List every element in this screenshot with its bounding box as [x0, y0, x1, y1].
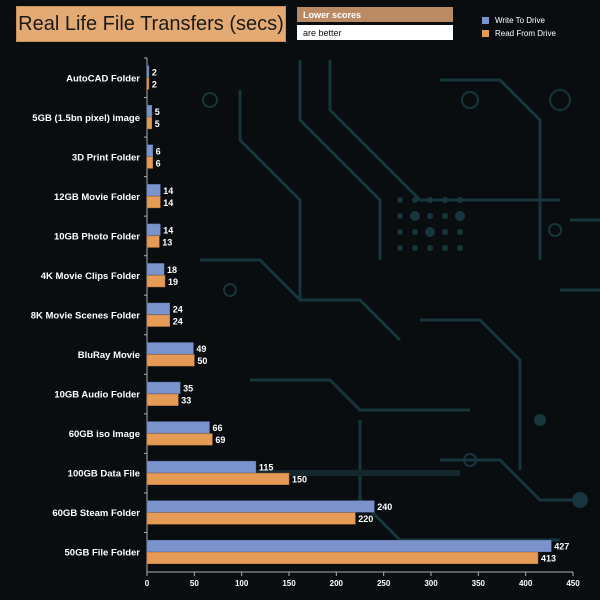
x-tick-label: 450 — [566, 579, 580, 588]
category-label: AutoCAD Folder — [66, 73, 140, 84]
data-label-write: 66 — [212, 423, 222, 433]
data-label-write: 35 — [183, 384, 193, 394]
category-label: 10GB Photo Folder — [54, 231, 140, 242]
x-tick-label: 350 — [472, 579, 486, 588]
category-label: 12GB Movie Folder — [54, 192, 140, 203]
note-lower-scores: Lower scores — [297, 7, 453, 22]
x-tick-label: 150 — [282, 579, 296, 588]
bar-read — [146, 117, 152, 130]
x-tick-label: 300 — [424, 579, 438, 588]
data-label-read: 69 — [215, 435, 225, 445]
bar-read — [146, 77, 150, 90]
legend-swatch-read — [482, 29, 489, 37]
bar-write — [146, 539, 552, 552]
data-label-read: 14 — [163, 198, 173, 208]
bar-write — [146, 500, 375, 513]
data-label-read: 413 — [541, 554, 556, 564]
bar-write — [146, 421, 210, 434]
data-label-read: 2 — [152, 79, 157, 89]
category-label: 100GB Data File — [68, 469, 140, 480]
x-tick-label: 0 — [145, 579, 150, 588]
data-label-read: 220 — [358, 514, 373, 524]
category-label: 3D Print Folder — [72, 152, 140, 163]
bar-read — [146, 512, 356, 525]
data-label-read: 50 — [197, 356, 207, 366]
category-label: 5GB (1.5bn pixel) image — [32, 113, 140, 124]
data-label-write: 6 — [156, 146, 161, 156]
data-label-write: 240 — [377, 502, 392, 512]
legend-label-read: Read From Drive — [495, 28, 556, 38]
category-label: 10GB Audio Folder — [54, 390, 140, 401]
data-label-read: 19 — [168, 277, 178, 287]
x-tick-label: 400 — [519, 579, 533, 588]
category-label: BluRay Movie — [78, 350, 140, 361]
bar-read — [146, 235, 160, 248]
legend-label-write: Write To Drive — [495, 15, 545, 25]
data-label-read: 150 — [292, 475, 307, 485]
bar-write — [146, 184, 161, 197]
data-label-write: 115 — [259, 463, 274, 473]
data-label-write: 14 — [163, 225, 173, 235]
data-label-read: 5 — [155, 119, 160, 129]
legend-item-read: Read From Drive — [482, 27, 556, 39]
category-label: 60GB iso Image — [69, 429, 140, 440]
bar-write — [146, 223, 161, 236]
category-label: 50GB File Folder — [65, 548, 141, 559]
x-tick-label: 100 — [235, 579, 249, 588]
bar-write — [146, 460, 257, 473]
data-label-write: 18 — [167, 265, 177, 275]
bar-write — [146, 65, 150, 78]
bar-write — [146, 302, 170, 315]
data-label-read: 33 — [181, 396, 191, 406]
data-label-read: 24 — [173, 317, 183, 327]
bar-write — [146, 263, 165, 276]
bar-read — [146, 354, 195, 367]
legend-swatch-write — [482, 16, 489, 24]
category-label: 4K Movie Clips Folder — [41, 271, 141, 282]
data-label-write: 5 — [155, 107, 160, 117]
bar-write — [146, 105, 152, 118]
bar-write — [146, 342, 194, 355]
bar-write — [146, 381, 181, 394]
data-label-write: 14 — [163, 186, 173, 196]
bar-read — [146, 196, 161, 209]
data-label-write: 2 — [152, 67, 157, 77]
x-tick-label: 200 — [330, 579, 344, 588]
bar-read — [146, 472, 290, 485]
chart-title: Real Life File Transfers (secs) — [16, 6, 286, 42]
data-label-write: 427 — [554, 542, 569, 552]
data-label-write: 24 — [173, 305, 183, 315]
bar-write — [146, 144, 153, 157]
bar-read — [146, 156, 153, 169]
data-label-read: 6 — [156, 158, 161, 168]
bar-read — [146, 314, 170, 327]
category-label: 8K Movie Scenes Folder — [31, 311, 141, 322]
data-label-write: 49 — [196, 344, 206, 354]
bar-read — [146, 275, 166, 288]
x-tick-label: 250 — [377, 579, 391, 588]
legend: Write To Drive Read From Drive — [482, 14, 556, 40]
legend-item-write: Write To Drive — [482, 14, 556, 26]
data-label-read: 13 — [162, 237, 172, 247]
category-label: 60GB Steam Folder — [52, 508, 140, 519]
x-tick-label: 50 — [190, 579, 199, 588]
bar-read — [146, 551, 539, 564]
note-are-better: are better — [297, 25, 453, 40]
bar-read — [146, 433, 213, 446]
bar-read — [146, 393, 179, 406]
